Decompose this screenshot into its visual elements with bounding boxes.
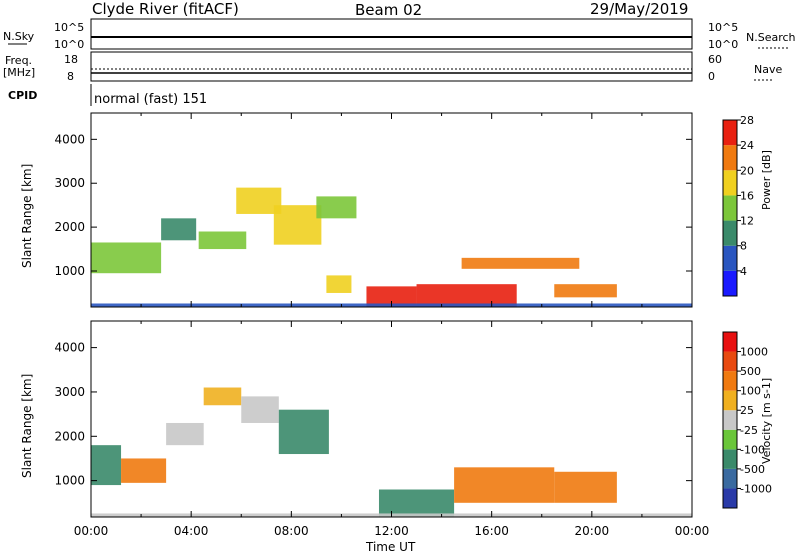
freq-top-tick: 18 (64, 53, 78, 66)
nsearch-label: N.Search (746, 31, 796, 44)
velocity-region (203, 387, 242, 406)
velocity-colorbar-swatch (723, 390, 737, 411)
power-colorbar-tick-label: 16 (740, 189, 754, 202)
velocity-ytick-label: 2000 (54, 429, 85, 443)
power-colorbar-tick-label: 24 (740, 139, 754, 152)
nave-bottom-tick: 0 (708, 70, 715, 83)
power-colorbar-swatch (723, 245, 737, 271)
velocity-region (454, 467, 555, 503)
power-region (316, 196, 357, 219)
nsearch-bottom-tick: 10^0 (708, 38, 739, 51)
velocity-region (278, 409, 329, 455)
power-colorbar-tick-label: 28 (740, 114, 754, 127)
velocity-colorbar-tick-label: -25 (740, 424, 758, 437)
power-region (198, 231, 247, 250)
power-colorbar-swatch (723, 170, 737, 196)
freq-unit: [MHz] (3, 66, 36, 79)
power-region (461, 257, 580, 269)
x-tick-label: 04:00 (174, 524, 209, 538)
power-frame (90, 112, 693, 308)
velocity-region (166, 422, 204, 446)
power-region (161, 218, 197, 241)
power-colorbar-label: Power [dB] (760, 150, 773, 210)
power-colorbar-swatch (723, 145, 737, 171)
velocity-region (554, 471, 617, 503)
velocity-colorbar-swatch (723, 449, 737, 469)
velocity-region (378, 489, 455, 517)
velocity-colorbar-swatch (723, 332, 737, 352)
freq-label: Freq. (5, 54, 33, 67)
velocity-colorbar-tick-label: 1000 (740, 346, 768, 359)
velocity-colorbar-swatch (723, 429, 737, 450)
velocity-ylabel: Slant Range [km] (20, 373, 34, 478)
velocity-colorbar-tick-label: -500 (740, 463, 765, 476)
x-axis-label: Time UT (366, 540, 416, 554)
power-panel: 1000 2000 3000 4000 4 8 12 16 20 24 28 (54, 112, 754, 308)
velocity-region (91, 445, 122, 486)
velocity-colorbar-tick-label: 100 (740, 385, 761, 398)
power-colorbar-frame (722, 119, 738, 297)
power-region (554, 284, 617, 298)
power-colorbar-swatch (723, 195, 737, 221)
power-colorbar-tick-label: 20 (740, 164, 754, 177)
power-colorbar-tick-label: 8 (740, 240, 747, 253)
freq-bottom-tick: 8 (67, 70, 74, 83)
nave-top-tick: 60 (708, 53, 722, 66)
cpid-value: normal (fast) 151 (94, 92, 208, 107)
power-colorbar-tick-label: 12 (740, 215, 754, 228)
velocity-colorbar-swatch (723, 371, 737, 391)
beam-label: Beam 02 (355, 1, 423, 19)
x-tick-label: 12:00 (374, 524, 409, 538)
nsky-bottom-tick: 10^0 (54, 38, 85, 51)
power-ytick-label: 3000 (54, 176, 85, 190)
velocity-colorbar-swatch (723, 410, 737, 430)
nave-label: Nave (754, 63, 783, 76)
nsky-strip-frame (90, 18, 693, 50)
power-ytick-label: 4000 (54, 132, 85, 146)
velocity-ytick-label: 4000 (54, 341, 85, 355)
velocity-colorbar-tick-label: 25 (740, 404, 754, 417)
power-region (326, 275, 352, 293)
velocity-region (241, 396, 279, 423)
station-title: Clyde River (fitACF) (92, 0, 239, 18)
velocity-colorbar-tick-label: 500 (740, 365, 761, 378)
power-colorbar-tick-label: 4 (740, 265, 747, 278)
power-region (366, 286, 417, 307)
date-label: 29/May/2019 (590, 0, 689, 18)
x-tick-label: 08:00 (274, 524, 309, 538)
velocity-colorbar-swatch (723, 468, 737, 489)
x-tick-label: 20:00 (575, 524, 610, 538)
x-tick-label: 00:00 (74, 524, 109, 538)
power-region (273, 205, 322, 245)
velocity-colorbar-swatch (723, 351, 737, 372)
velocity-colorbar-label: Velocity [m s-1] (760, 377, 773, 464)
velocity-colorbar-tick-label: -1000 (740, 482, 772, 495)
power-colorbar-swatch (723, 220, 737, 246)
power-region (91, 242, 162, 274)
velocity-ytick-label: 1000 (54, 474, 85, 488)
power-ytick-label: 2000 (54, 220, 85, 234)
power-colorbar-swatch (723, 120, 737, 146)
power-colorbar-swatch (723, 270, 737, 296)
freq-strip-frame (90, 51, 693, 82)
x-tick-label: 00:00 (675, 524, 710, 538)
nsky-label: N.Sky (3, 30, 35, 43)
cpid-label: CPID (8, 89, 38, 102)
power-ylabel: Slant Range [km] (20, 163, 34, 268)
velocity-colorbar-swatch (723, 488, 737, 508)
x-tick-label: 16:00 (474, 524, 509, 538)
power-ytick-label: 1000 (54, 264, 85, 278)
velocity-colorbar-tick-label: -100 (740, 443, 765, 456)
velocity-region (121, 458, 167, 483)
velocity-panel: 1000 2000 3000 4000 1000 500 100 25 -25 -100 -500 -… (54, 320, 772, 518)
velocity-colorbar-frame (722, 331, 738, 509)
nsearch-top-tick: 10^5 (708, 21, 739, 34)
nsky-top-tick: 10^5 (54, 21, 85, 34)
velocity-ytick-label: 3000 (54, 385, 85, 399)
